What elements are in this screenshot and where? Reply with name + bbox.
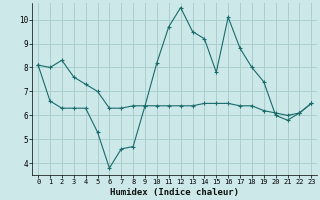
- X-axis label: Humidex (Indice chaleur): Humidex (Indice chaleur): [110, 188, 239, 197]
